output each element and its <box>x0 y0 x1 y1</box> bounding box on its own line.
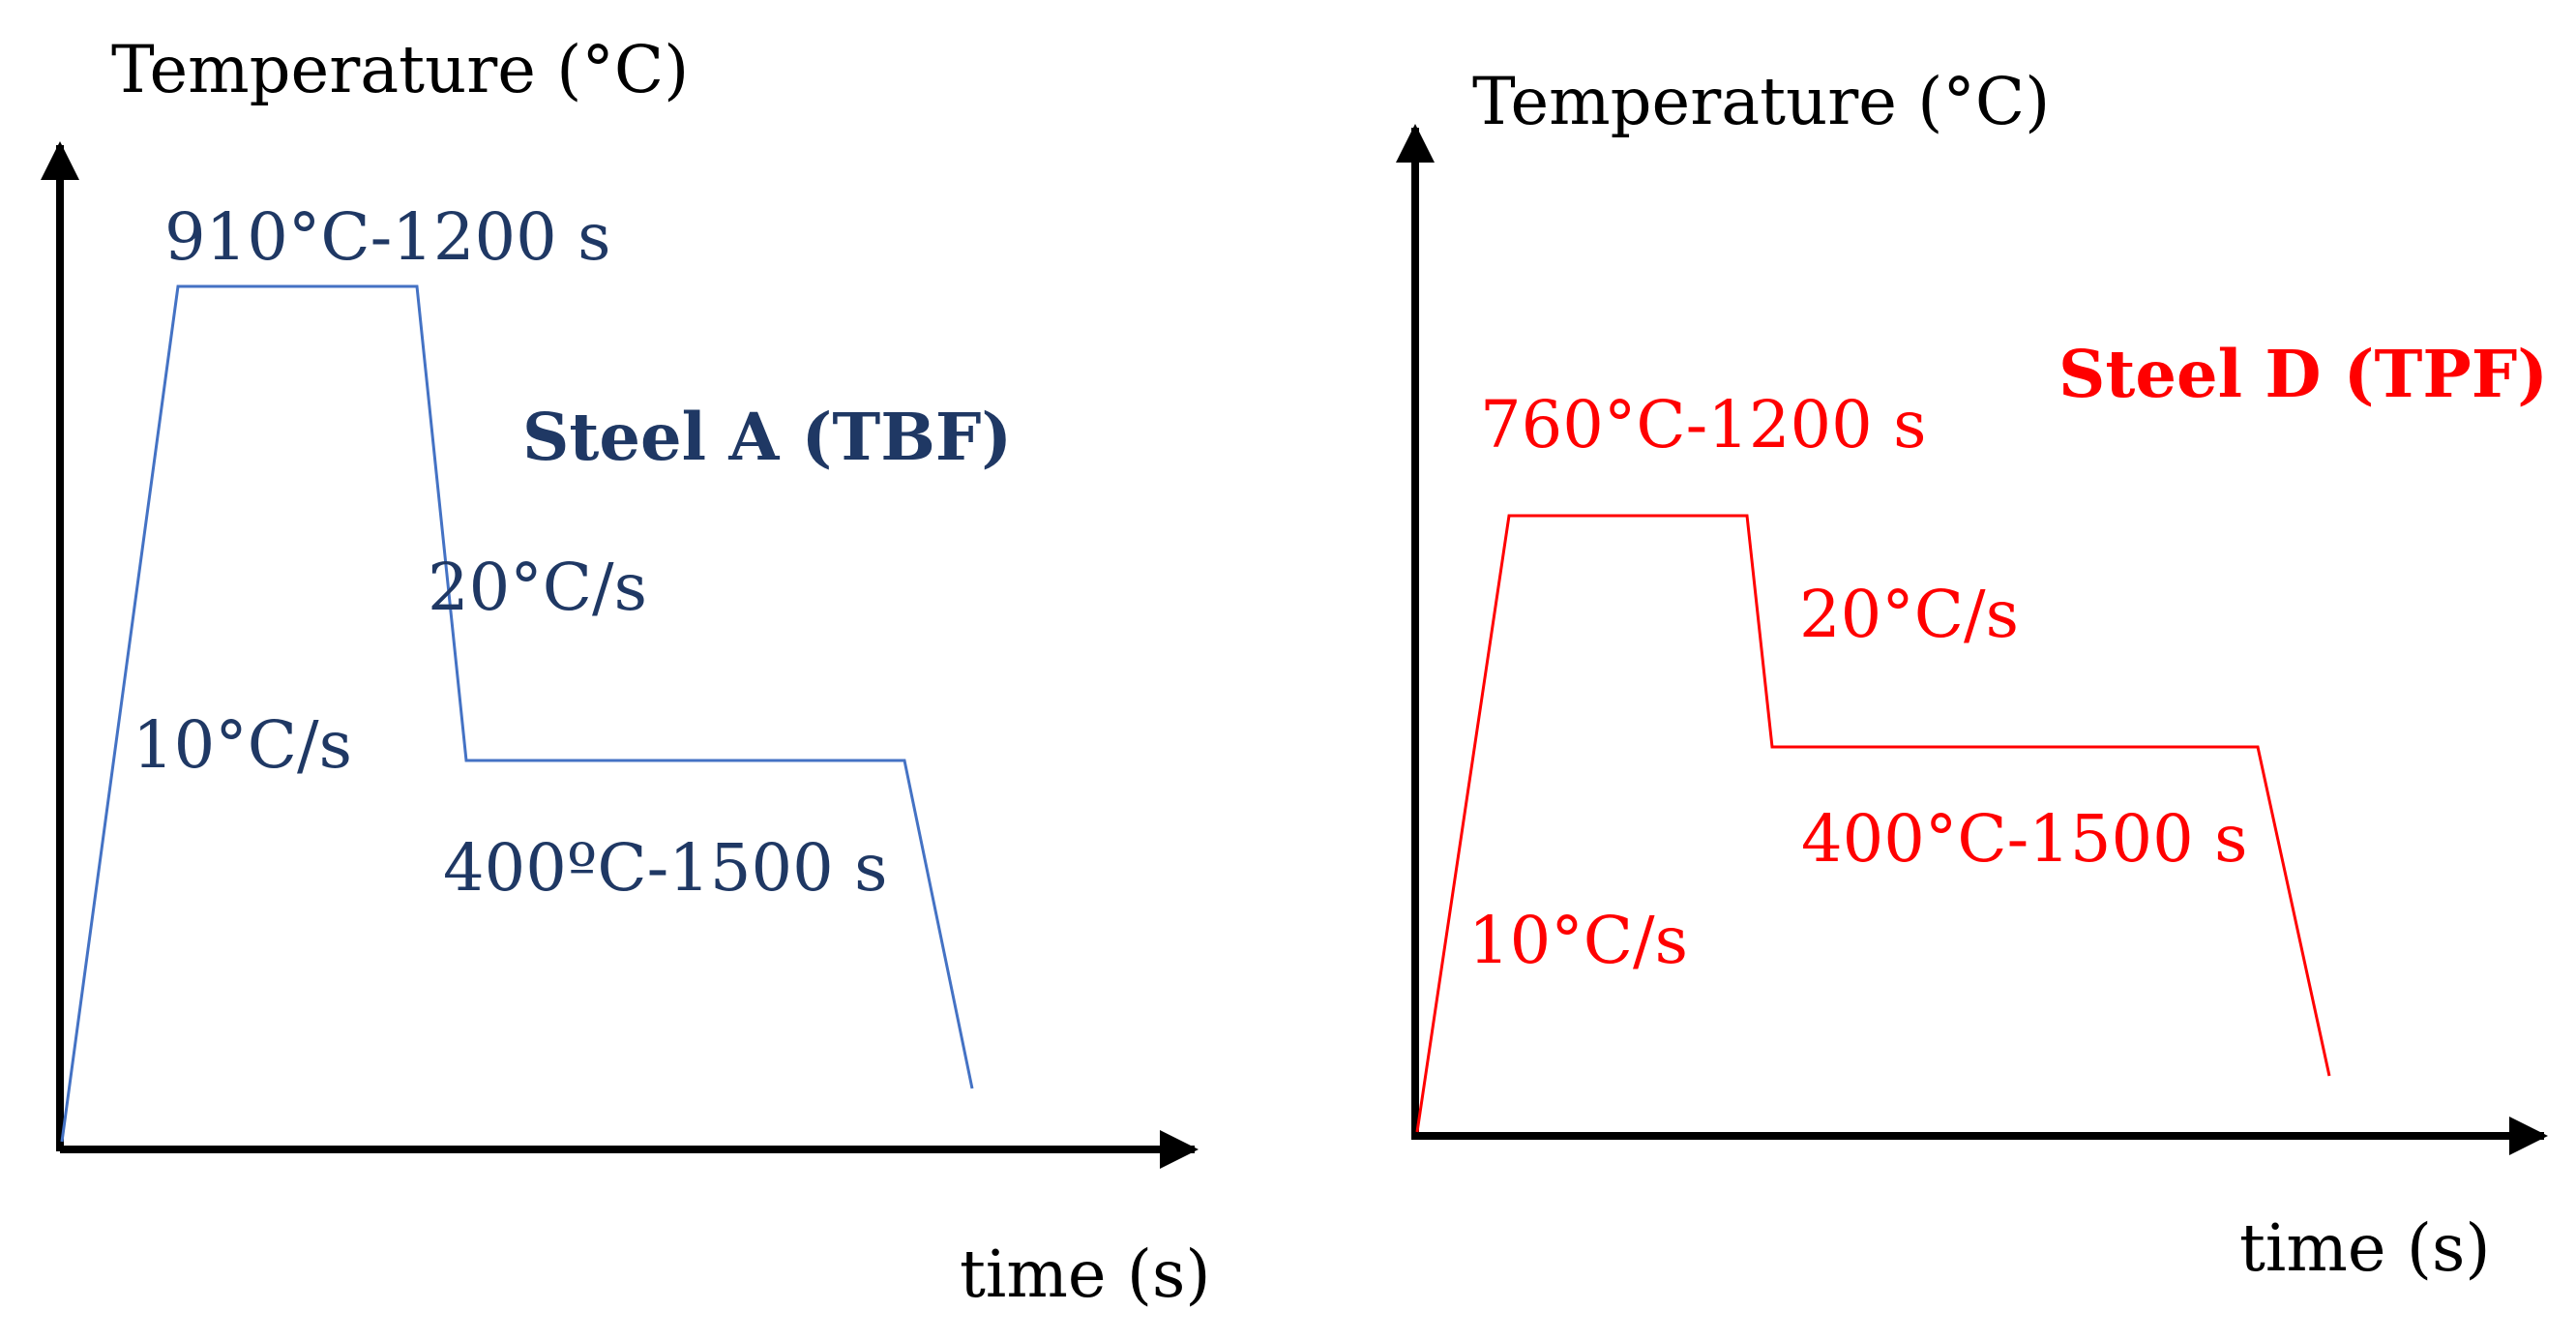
heating-rate-label-d: 10°C/s <box>1468 903 1688 978</box>
hold-low-label-a: 400ºC-1500 s <box>443 830 887 906</box>
x-axis-label-d: time (s) <box>2239 1210 2491 1286</box>
heating-rate-label-a: 10°C/s <box>133 707 352 783</box>
thermal-cycle-d <box>1415 514 2331 1133</box>
hold-high-label-d: 760°C-1200 s <box>1480 387 1926 462</box>
title-a: Steel A (TBF) <box>522 399 1012 475</box>
hold-high-label-a: 910°C-1200 s <box>164 199 610 275</box>
y-axis-label-a: Temperature (°C) <box>111 32 689 107</box>
panel-steel-d: Temperature (°C) time (s) Steel D (TPF) … <box>1396 64 2548 1286</box>
cooling-rate-label-a: 20°C/s <box>428 550 647 625</box>
cooling-rate-label-d: 20°C/s <box>1799 577 2019 652</box>
hold-low-label-d: 400°C-1500 s <box>1801 801 2247 877</box>
thermal-cycle-a <box>60 284 974 1143</box>
x-axis-label-a: time (s) <box>960 1237 1211 1312</box>
panel-steel-a: Temperature (°C) time (s) 910°C-1200 s S… <box>41 32 1211 1312</box>
title-d: Steel D (TPF) <box>2058 336 2548 412</box>
y-axis-label-d: Temperature (°C) <box>1472 64 2050 139</box>
